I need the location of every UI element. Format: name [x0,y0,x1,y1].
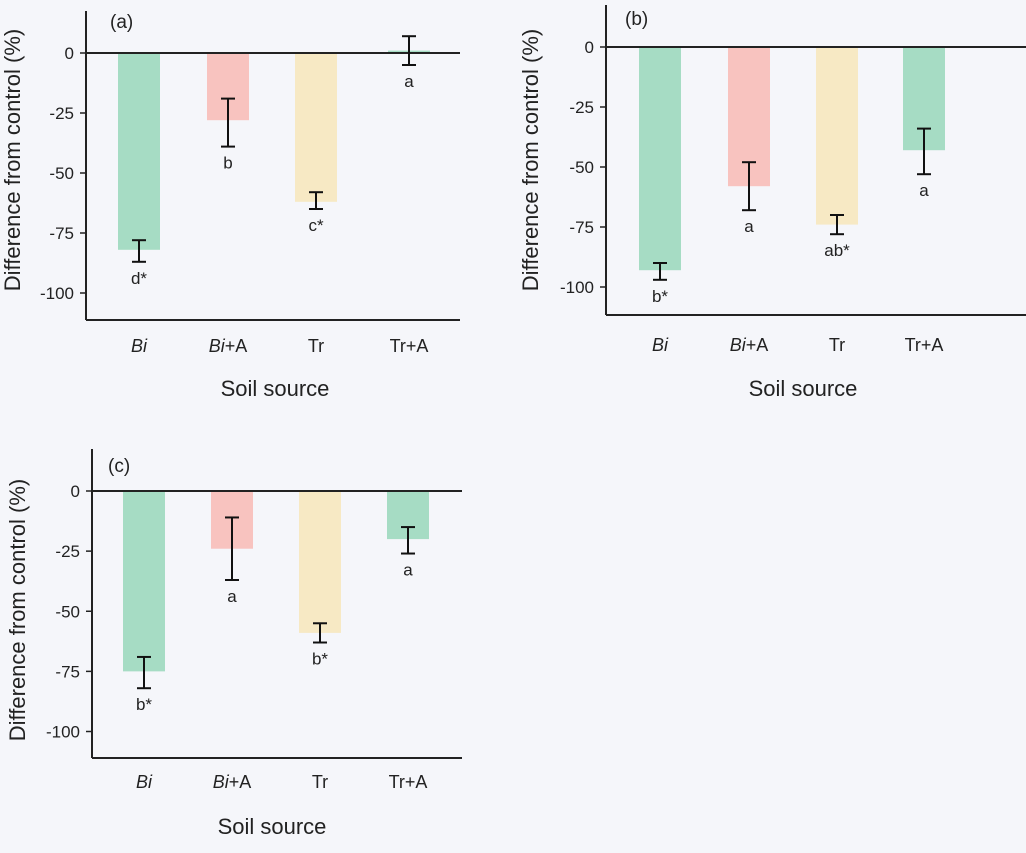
x-axis-title: Soil source [221,376,330,401]
significance-label: ab* [824,241,850,260]
x-category-label: Tr [829,335,845,355]
y-axis-title: Difference from control (%) [0,29,25,291]
x-category-label: Tr [312,772,328,792]
x-category-label: Bi [652,335,669,355]
bar-tr [816,47,858,225]
significance-label: a [404,72,414,91]
panel-c: 0 -25 -50 -75 -100 b* a b* a Bi Bi+A Tr Tr+A Soil sou… [5,449,462,839]
x-category-label: Tr+A [390,336,429,356]
error-bar [313,622,327,644]
significance-label: a [744,217,754,236]
x-category-label: Tr+A [905,335,944,355]
error-bar [401,526,415,555]
y-tick-label: -75 [49,224,74,243]
error-bar [402,35,416,66]
panel-b: 0 -25 -50 -75 -100 b* a ab* a Bi Bi+A Tr Tr+A Soil so… [518,5,1026,401]
panel-label: (a) [110,12,133,33]
error-bar [917,127,931,176]
y-tick-label: -25 [569,98,594,117]
significance-label: d* [131,269,147,288]
panel-label: (c) [108,456,130,477]
bar-tr [295,53,337,202]
y-tick-label: -25 [49,104,74,123]
y-tick-label: -100 [46,723,80,742]
y-tick-label: -100 [40,284,74,303]
panel-a: 0 -25 -50 -75 -100 d* b c* a Bi Bi+A Tr Tr+A Soil sou… [0,11,460,401]
significance-label: b* [136,695,152,714]
significance-label: b* [312,650,328,669]
y-tick-label: -100 [560,278,594,297]
error-bar [742,161,756,212]
significance-label: b* [652,287,668,306]
x-category-label: Bi [136,772,153,792]
error-bar [309,191,323,210]
error-bar [653,262,667,281]
y-tick-label: 0 [65,44,74,63]
y-tick-label: 0 [585,38,594,57]
x-axis-title: Soil source [218,814,327,839]
error-bar [225,516,239,581]
y-axis-title: Difference from control (%) [518,29,543,291]
x-category-label: Bi+A [730,335,769,355]
error-bar [132,239,146,263]
error-bar [221,97,235,148]
bar-bi [123,491,165,672]
x-category-label: Bi+A [213,772,252,792]
error-bar [137,655,151,690]
y-tick-label: -25 [55,542,80,561]
x-axis-title: Soil source [749,376,858,401]
significance-label: a [227,587,237,606]
significance-label: c* [308,216,324,235]
x-category-label: Tr [308,336,324,356]
bar-bi [118,53,160,250]
bar-tr [299,491,341,633]
y-tick-label: -75 [55,662,80,681]
panel-label: (b) [625,9,648,30]
significance-label: a [403,561,413,580]
y-tick-label: -50 [49,164,74,183]
y-tick-label: -75 [569,218,594,237]
y-axis-title: Difference from control (%) [5,479,30,741]
bar-bi [639,47,681,271]
error-bar [830,214,844,236]
x-category-label: Bi+A [209,336,248,356]
y-tick-label: -50 [569,158,594,177]
y-tick-label: -50 [55,602,80,621]
x-category-label: Bi [131,336,148,356]
significance-label: a [919,181,929,200]
significance-label: b [223,154,232,173]
x-category-label: Tr+A [389,772,428,792]
y-tick-label: 0 [71,482,80,501]
